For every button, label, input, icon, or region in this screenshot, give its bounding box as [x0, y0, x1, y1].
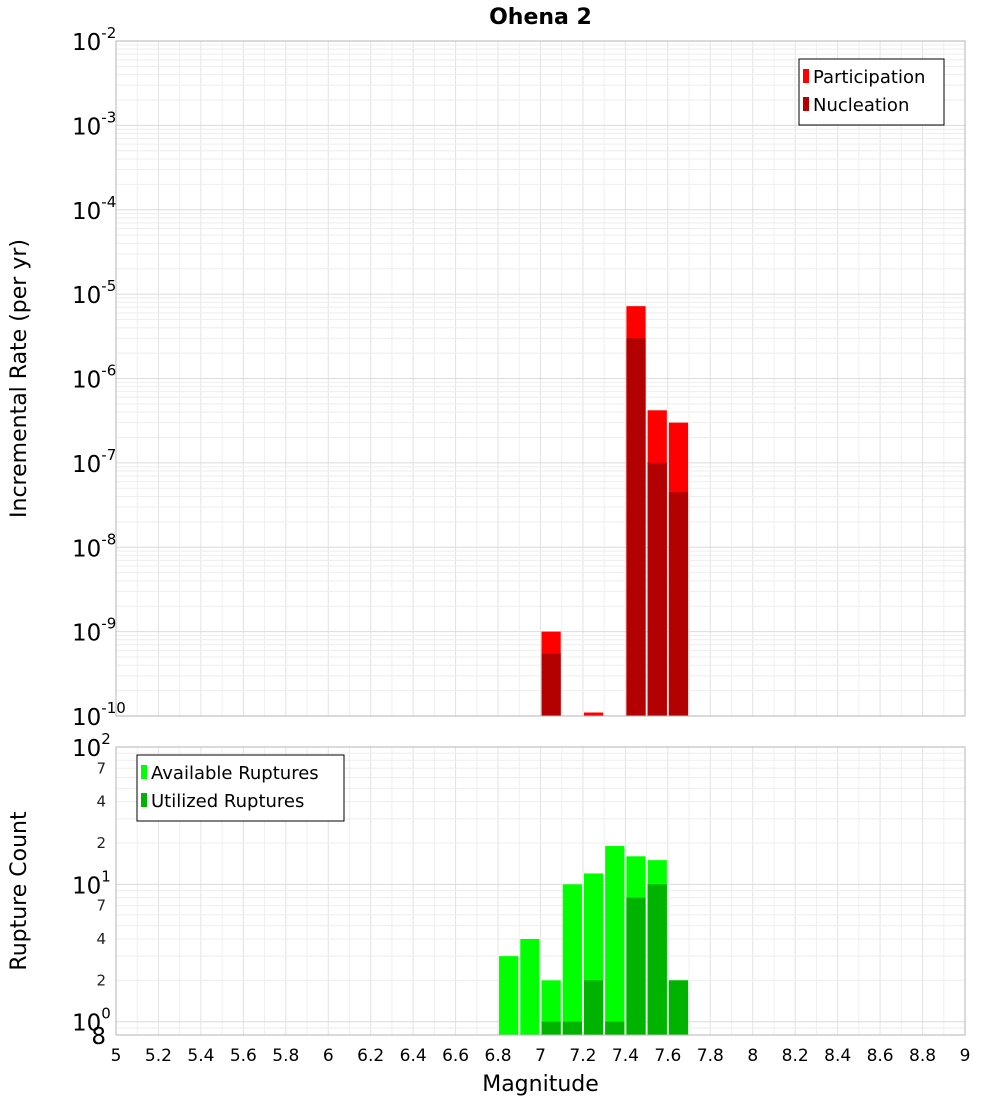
y-tick-label: 101 [72, 867, 111, 899]
bar [668, 980, 689, 1035]
y-tick-label: 7 [96, 897, 106, 915]
bar [541, 980, 561, 1035]
legend-entry: Nucleation [813, 95, 909, 116]
x-tick-label: 6.2 [357, 1046, 384, 1066]
x-tick-label: 9 [960, 1046, 971, 1066]
gridlines-top [115, 40, 966, 717]
x-tick-label: 8.4 [824, 1046, 851, 1066]
x-tick-label: 7.2 [569, 1046, 596, 1066]
plot-border-top [115, 40, 966, 717]
y-tick-label: 4 [96, 930, 106, 948]
y-axis-label-bottom: Rupture Count [7, 811, 32, 971]
x-tick-label: 7.6 [654, 1046, 681, 1066]
legend-swatch [803, 97, 809, 111]
y-tick-label: 10-2 [72, 24, 116, 56]
legend-swatch [141, 793, 147, 807]
x-tick-label: 7.8 [697, 1046, 724, 1066]
y-tick-label: 10-6 [72, 362, 116, 394]
legend-box [136, 754, 345, 822]
y-tick-label: 7 [96, 759, 106, 777]
bar [647, 462, 667, 716]
bar [583, 980, 604, 1035]
x-tick-label: 5.4 [187, 1046, 214, 1066]
y-tick-label: 10-5 [72, 277, 116, 309]
panel-top: 10-10 10-9 10-8 10-7 10-6 10-5 10-4 10-3 10-2 Inc… [7, 5, 966, 731]
y-tick-label: 2 [96, 971, 106, 989]
bar [499, 956, 519, 1035]
x-tick-label: 5 [111, 1046, 122, 1066]
x-tick-label: 6.4 [400, 1046, 427, 1066]
y-tick-labels-top: 10-10 10-9 10-8 10-7 10-6 10-5 10-4 10-3 10-2 [72, 24, 126, 731]
x-tick-label: 7.4 [612, 1046, 639, 1066]
x-tick-label: 8.6 [867, 1046, 894, 1066]
bar [541, 1021, 561, 1035]
y-tick-label: 10-10 [72, 699, 126, 731]
bar [626, 338, 646, 716]
plot-border-bottom [115, 746, 966, 1036]
y-tick-label: 10-9 [72, 615, 116, 647]
legend-entry: Utilized Ruptures [151, 791, 304, 812]
series-utilized-ruptures [541, 884, 689, 1035]
y-tick-label: 10-8 [72, 530, 116, 562]
x-tick-label: 7 [535, 1046, 546, 1066]
legend-top: Participation Nucleation [798, 58, 945, 126]
y-axis-label-top: Incremental Rate (per yr) [7, 239, 32, 518]
y-tick-label: 10-3 [72, 108, 116, 140]
legend-bottom: Available Ruptures Utilized Ruptures [136, 754, 345, 822]
y-tick-label: 10-7 [72, 446, 116, 478]
y-tick-label: 100 [72, 1005, 111, 1037]
gridlines-bottom [115, 746, 966, 1036]
x-tick-label: 8 [747, 1046, 758, 1066]
y-tick-label: 4 [96, 793, 106, 811]
bar [647, 884, 667, 1035]
x-tick-label: 6.8 [485, 1046, 512, 1066]
y-tick-label: 2 [96, 834, 106, 852]
legend-entry: Participation [813, 67, 925, 88]
x-tick-labels: 5 5.2 5.4 5.6 5.8 6 6.2 6.4 6.6 6.8 7 7.2 7.4 7.6 7.8 8… [111, 1046, 971, 1066]
bar [583, 712, 604, 716]
bar [562, 884, 582, 1035]
bar [605, 1021, 625, 1035]
chart-title: Ohena 2 [489, 5, 592, 30]
bar [520, 939, 540, 1035]
bar [605, 846, 625, 1035]
legend-swatch [803, 69, 809, 83]
x-tick-label: 6.6 [442, 1046, 469, 1066]
bar [541, 653, 561, 716]
y-tick-label: 10-4 [72, 193, 116, 225]
x-tick-label: 5.8 [272, 1046, 299, 1066]
legend-entry: Available Ruptures [151, 763, 319, 784]
x-tick-label: 8.8 [909, 1046, 936, 1066]
series-nucleation [541, 338, 689, 716]
bar [626, 897, 646, 1035]
legend-box [798, 58, 945, 126]
x-tick-label: 5.6 [230, 1046, 257, 1066]
legend-swatch [141, 765, 147, 779]
x-tick-label: 6 [323, 1046, 334, 1066]
x-tick-label: 8.2 [782, 1046, 809, 1066]
bar [668, 492, 689, 716]
y-tick-label: 102 [72, 730, 111, 762]
y-tick-label-bottom: 8 [91, 1024, 106, 1050]
bar [562, 1021, 582, 1035]
x-tick-label: 5.2 [145, 1046, 172, 1066]
x-axis-label: Magnitude [482, 1072, 599, 1097]
